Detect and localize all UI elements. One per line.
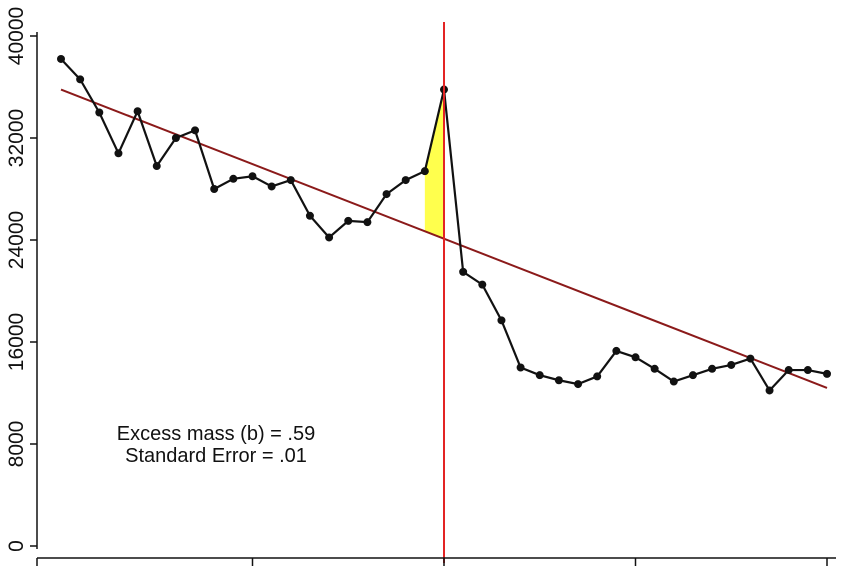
data-point (803, 366, 812, 375)
data-point (593, 372, 602, 381)
data-point (631, 353, 640, 362)
y-axis-ticks: 0 8000 16000 24000 32000 40000 (5, 7, 37, 552)
y-tick-label: 0 (5, 540, 28, 552)
y-tick-label: 24000 (5, 211, 28, 269)
data-point (612, 346, 621, 355)
data-point (57, 54, 65, 63)
x-axis-ticks (36, 558, 828, 566)
data-point (401, 176, 410, 185)
data-point (554, 376, 563, 385)
data-point (248, 172, 257, 181)
data-point (727, 360, 736, 369)
data-point (497, 316, 506, 325)
data-point (344, 216, 353, 225)
data-point (363, 218, 372, 227)
data-point (76, 75, 85, 84)
data-point (784, 366, 793, 375)
data-point (746, 354, 755, 363)
data-point (229, 174, 238, 183)
data-point (210, 185, 219, 193)
standard-error-annotation: Standard Error = .01 (125, 445, 307, 467)
data-point (286, 176, 295, 185)
data-point (688, 371, 697, 380)
data-point (650, 364, 659, 373)
data-point (191, 126, 200, 135)
data-point (516, 363, 525, 372)
data-point (478, 280, 487, 289)
data-point (459, 267, 468, 276)
data-point (574, 380, 583, 389)
data-point (171, 134, 180, 142)
data-point (152, 162, 161, 171)
y-tick-label: 8000 (5, 421, 28, 468)
data-point (765, 386, 774, 395)
y-tick-label: 32000 (5, 109, 28, 167)
data-point (133, 107, 142, 116)
data-point (708, 364, 717, 373)
y-tick-label: 16000 (5, 313, 28, 371)
data-points (57, 54, 831, 395)
excess-mass-area (424, 89, 444, 239)
data-point (669, 377, 678, 386)
y-tick-label: 40000 (5, 7, 28, 65)
data-point (382, 190, 391, 199)
data-point (420, 167, 429, 176)
excess-mass-annotation: Excess mass (b) = .59 (117, 423, 315, 445)
data-point (114, 149, 123, 158)
data-point (267, 182, 276, 191)
data-point (95, 108, 104, 117)
data-point (325, 233, 334, 242)
data-point (823, 369, 831, 378)
data-point (305, 211, 314, 220)
data-point (535, 371, 544, 380)
